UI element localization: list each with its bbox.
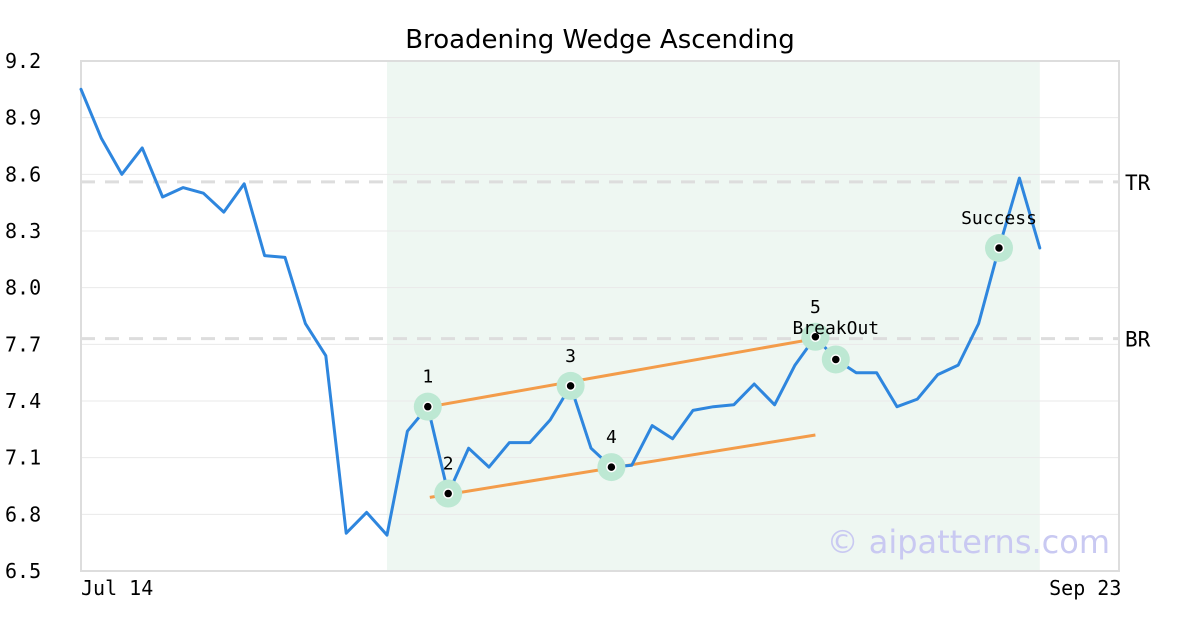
plot-frame xyxy=(80,60,1120,572)
y-tick-label: 7.1 xyxy=(5,446,41,470)
plot-background xyxy=(387,61,1040,571)
point-marker xyxy=(422,401,434,412)
x-tick-label: Jul 14 xyxy=(81,576,153,600)
point-marker xyxy=(810,331,821,343)
y-axis-ticks: 9.2 8.9 8.6 8.3 8.0 7.7 7.4 7.1 6.8 6.5 xyxy=(5,49,41,583)
y-tick-label: 6.8 xyxy=(5,502,41,526)
point-label: 2 xyxy=(443,454,454,475)
y-tick-label: 8.9 xyxy=(5,106,41,130)
level-lines: TR BR xyxy=(81,171,1151,352)
point-marker xyxy=(830,354,842,365)
level-label-br: BR xyxy=(1125,328,1151,352)
y-tick-label: 8.3 xyxy=(5,219,41,243)
price-line xyxy=(79,87,1042,537)
point-label: 5 xyxy=(810,297,821,318)
y-tick-label: 6.5 xyxy=(5,559,41,583)
y-tick-label: 9.2 xyxy=(5,49,41,73)
y-tick-label: 7.4 xyxy=(5,389,41,413)
point-label: 4 xyxy=(606,427,617,448)
level-label-tr: TR xyxy=(1125,171,1151,195)
point-label: 1 xyxy=(422,367,433,388)
point-label: BreakOut xyxy=(792,318,879,339)
pattern-highlight-band xyxy=(387,61,1040,571)
gridlines xyxy=(81,117,1119,515)
x-axis-ticks: Jul 14 Sep 23 xyxy=(81,576,1121,600)
watermark: © aipatterns.com xyxy=(827,523,1110,561)
point-marker xyxy=(993,242,1005,254)
point-marker xyxy=(442,488,454,499)
trendline xyxy=(429,337,816,409)
point-label: 3 xyxy=(565,346,576,367)
y-tick-label: 8.0 xyxy=(5,276,41,300)
y-tick-label: 7.7 xyxy=(5,332,41,356)
point-label: Success xyxy=(961,208,1037,229)
point-marker xyxy=(565,380,576,392)
point-marker xyxy=(606,461,617,473)
chart-title: Broadening Wedge Ascending xyxy=(405,25,795,55)
x-tick-label: Sep 23 xyxy=(1049,576,1121,600)
y-tick-label: 8.6 xyxy=(5,162,41,186)
